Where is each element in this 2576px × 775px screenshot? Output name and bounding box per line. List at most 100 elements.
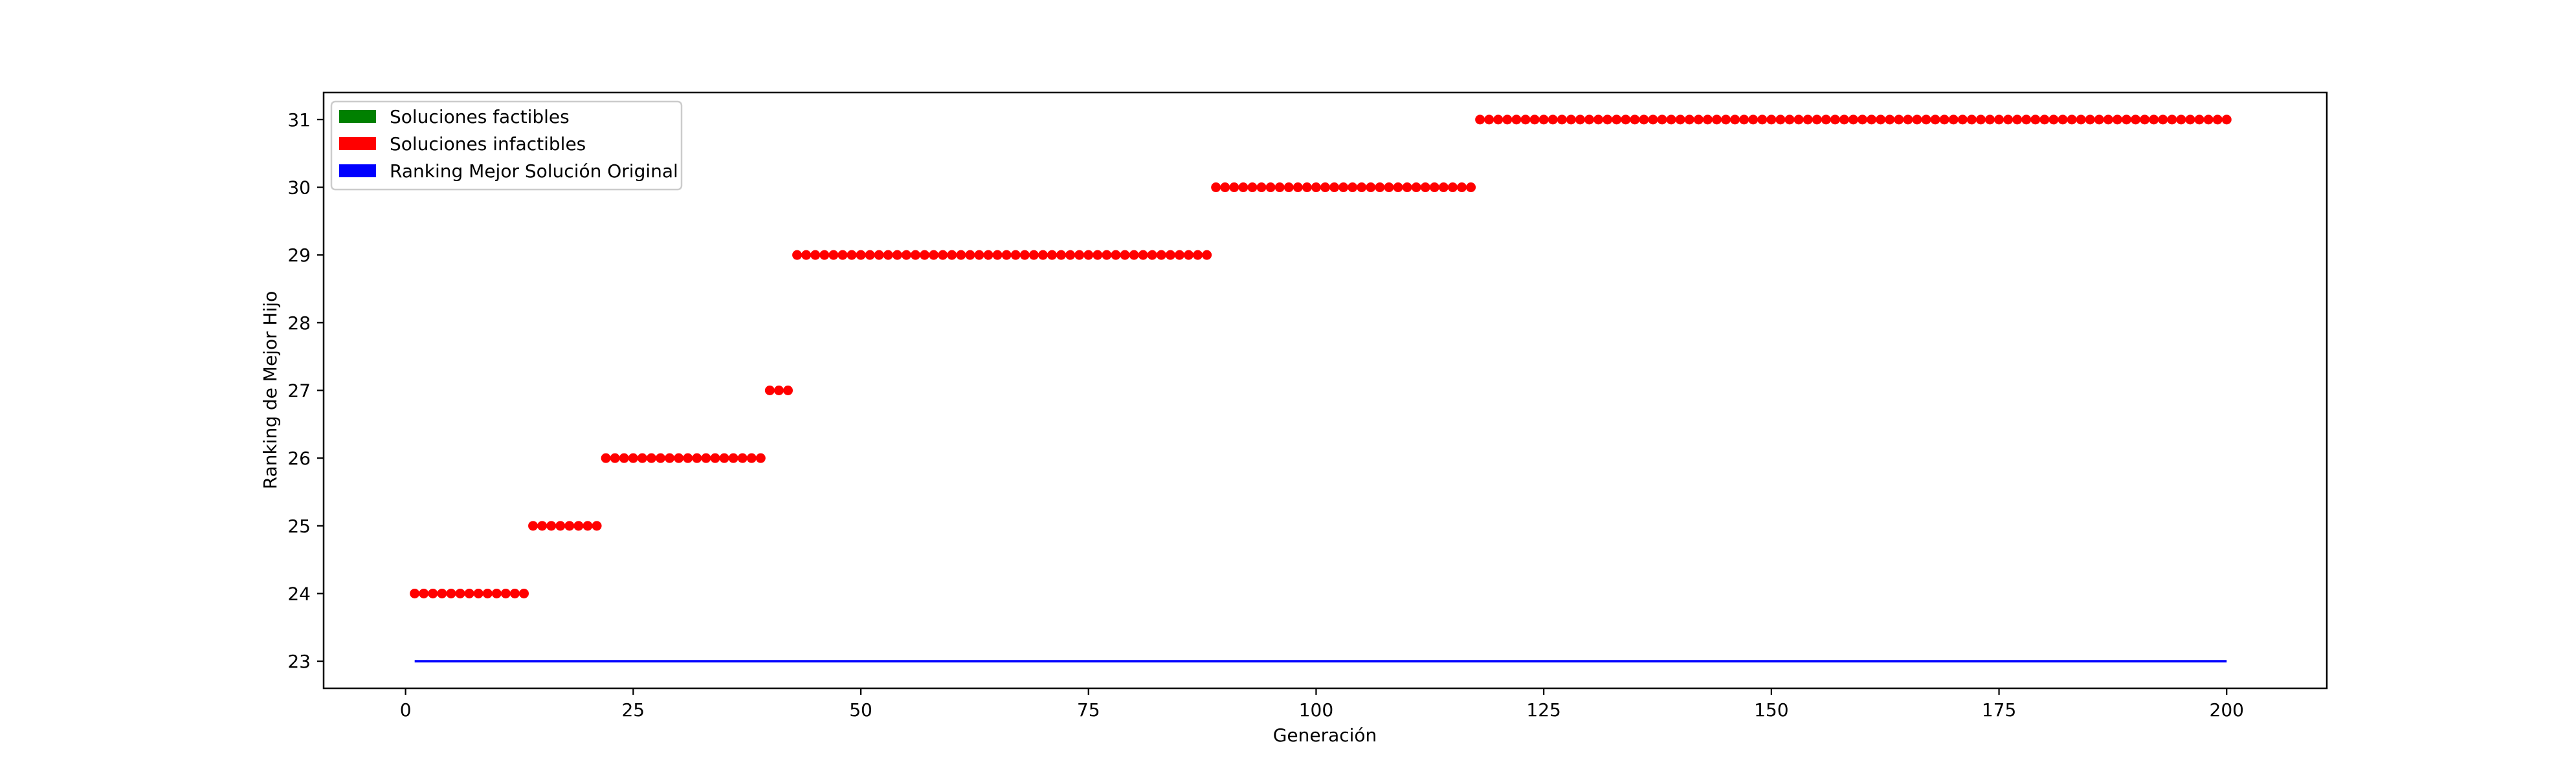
data-point xyxy=(2103,115,2113,125)
data-point xyxy=(491,588,502,598)
x-tick-label: 175 xyxy=(1982,699,2016,721)
data-point xyxy=(1229,182,1239,193)
data-point xyxy=(2176,115,2186,125)
x-axis-label: Generación xyxy=(1273,725,1377,746)
data-point xyxy=(1038,250,1048,260)
data-point xyxy=(938,250,948,260)
y-tick-label: 30 xyxy=(287,177,311,199)
data-point xyxy=(1867,115,1877,125)
data-point xyxy=(1793,115,1804,125)
data-point xyxy=(2131,115,2141,125)
data-point xyxy=(619,453,629,463)
data-point xyxy=(1693,115,1704,125)
data-point xyxy=(901,250,911,260)
data-point xyxy=(546,521,557,531)
data-point xyxy=(910,250,920,260)
data-point xyxy=(1848,115,1858,125)
data-point xyxy=(2012,115,2023,125)
data-layer xyxy=(410,115,2232,663)
data-point xyxy=(828,250,839,260)
data-point xyxy=(1748,115,1759,125)
data-point xyxy=(1384,182,1394,193)
data-point xyxy=(1183,250,1194,260)
legend: Soluciones factibles Soluciones infactib… xyxy=(330,100,683,191)
data-point xyxy=(1429,182,1439,193)
data-point xyxy=(1402,182,1412,193)
data-point xyxy=(2221,115,2232,125)
data-point xyxy=(1165,250,1175,260)
data-point xyxy=(2094,115,2104,125)
data-point xyxy=(2049,115,2059,125)
data-point xyxy=(1028,250,1039,260)
data-point xyxy=(773,386,784,395)
data-point xyxy=(1366,182,1376,193)
data-point xyxy=(628,453,638,463)
data-point xyxy=(656,453,666,463)
data-point xyxy=(1994,115,2004,125)
data-point xyxy=(746,453,757,463)
data-point xyxy=(1730,115,1740,125)
data-point xyxy=(1975,115,1986,125)
data-point xyxy=(2158,115,2168,125)
data-point xyxy=(728,453,738,463)
data-point xyxy=(1493,115,1504,125)
data-point xyxy=(1293,182,1303,193)
data-point xyxy=(1603,115,1613,125)
data-point xyxy=(464,588,474,598)
data-point xyxy=(1311,182,1321,193)
data-point xyxy=(1065,250,1076,260)
data-point xyxy=(1584,115,1594,125)
data-point xyxy=(1001,250,1012,260)
data-point xyxy=(1666,115,1676,125)
data-point xyxy=(2003,115,2014,125)
data-point xyxy=(1420,182,1430,193)
data-point xyxy=(1984,115,1995,125)
data-point xyxy=(2140,115,2150,125)
data-point xyxy=(455,588,465,598)
x-tick-label: 150 xyxy=(1754,699,1788,721)
data-point xyxy=(755,453,766,463)
data-point xyxy=(1511,115,1522,125)
data-point xyxy=(2039,115,2050,125)
data-point xyxy=(1575,115,1585,125)
x-tick-label: 50 xyxy=(849,699,872,721)
x-axis: 0 25 50 75 100 125 150 175 200 xyxy=(400,688,2244,721)
data-point xyxy=(1302,182,1312,193)
y-tick-label: 28 xyxy=(287,312,311,334)
data-point xyxy=(1675,115,1685,125)
data-point xyxy=(929,250,939,260)
data-point xyxy=(1056,250,1067,260)
data-point xyxy=(2067,115,2077,125)
data-point xyxy=(1083,250,1094,260)
data-point xyxy=(801,250,812,260)
data-point xyxy=(874,250,884,260)
data-point xyxy=(683,453,693,463)
data-point xyxy=(1784,115,1795,125)
data-point xyxy=(856,250,866,260)
data-point xyxy=(1930,115,1940,125)
y-axis: 23 24 25 26 27 28 29 30 31 xyxy=(287,109,324,672)
data-point xyxy=(2212,115,2223,125)
data-point xyxy=(1074,250,1085,260)
legend-swatch-original xyxy=(339,164,376,177)
data-point xyxy=(1393,182,1403,193)
data-point xyxy=(792,250,803,260)
data-point xyxy=(1593,115,1604,125)
data-point xyxy=(701,453,711,463)
data-point xyxy=(1821,115,1831,125)
data-point xyxy=(1447,182,1458,193)
data-point xyxy=(1775,115,1786,125)
data-point xyxy=(2021,115,2032,125)
data-point xyxy=(1903,115,1913,125)
data-point xyxy=(1202,250,1212,260)
data-point xyxy=(1256,182,1267,193)
x-tick-label: 0 xyxy=(400,699,412,721)
data-point xyxy=(1538,115,1549,125)
data-point xyxy=(500,588,511,598)
x-tick-label: 100 xyxy=(1299,699,1333,721)
data-point xyxy=(838,250,848,260)
data-point xyxy=(1557,115,1567,125)
data-point xyxy=(1238,182,1249,193)
